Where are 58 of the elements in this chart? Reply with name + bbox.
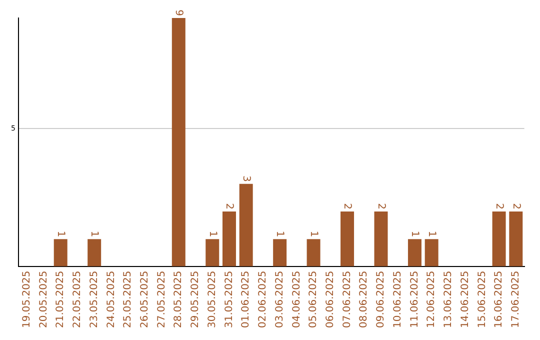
data-label: 2 <box>493 203 504 210</box>
x-tick-label: 19.05.2025 <box>21 270 32 328</box>
bar <box>509 211 523 266</box>
bar <box>306 239 320 266</box>
x-tick-label: 31.05.2025 <box>224 270 235 328</box>
data-label: 1 <box>88 230 100 238</box>
x-tick-label: 08.06.2025 <box>358 270 370 328</box>
x-tick-label: 29.05.2025 <box>190 270 202 328</box>
data-label: 2 <box>342 203 353 210</box>
bar <box>273 239 287 266</box>
bar <box>408 239 422 266</box>
x-tick-label: 22.05.2025 <box>72 270 84 328</box>
bar <box>88 239 102 266</box>
x-tick-label: 09.06.2025 <box>376 270 387 328</box>
data-label: 1 <box>409 230 420 238</box>
bar <box>340 211 354 266</box>
data-label: 9 <box>173 10 184 16</box>
data-label: 1 <box>426 230 437 238</box>
x-tick-label: 27.05.2025 <box>156 270 168 328</box>
bar <box>374 211 388 266</box>
data-label: 1 <box>206 230 218 238</box>
data-label: 1 <box>308 230 319 238</box>
bar <box>172 18 186 266</box>
x-tick-label: 14.06.2025 <box>460 270 471 328</box>
bar <box>222 211 236 266</box>
bar <box>492 211 506 266</box>
bar <box>206 239 220 266</box>
x-tick-label: 24.05.2025 <box>106 270 117 328</box>
x-tick-label: 05.06.2025 <box>308 270 320 328</box>
data-label: 3 <box>240 175 252 182</box>
x-tick-label: 06.06.2025 <box>325 270 336 328</box>
x-tick-label: 07.06.2025 <box>342 270 353 328</box>
bar <box>424 239 438 266</box>
x-tick-label: 25.05.2025 <box>122 270 134 328</box>
data-label: 1 <box>55 230 66 238</box>
x-tick-label: 23.05.2025 <box>88 270 100 328</box>
data-label: 2 <box>375 203 386 210</box>
x-tick-label: 20.05.2025 <box>38 270 50 328</box>
data-label: 2 <box>224 203 235 210</box>
x-tick-label: 03.06.2025 <box>274 270 286 328</box>
x-tick-label: 12.06.2025 <box>426 270 438 328</box>
x-tick-label: 16.06.2025 <box>494 270 505 328</box>
data-label: 1 <box>274 230 286 238</box>
x-tick-label: 21.05.2025 <box>55 270 66 328</box>
x-tick-label: 01.06.2025 <box>240 270 252 328</box>
x-tick-label: 30.05.2025 <box>206 270 218 328</box>
x-tick-label: 11.06.2025 <box>409 270 420 328</box>
x-tick-label: 26.05.2025 <box>140 270 151 328</box>
data-label: 2 <box>510 203 522 210</box>
x-tick-label: 04.06.2025 <box>291 270 302 328</box>
x-tick-label: 15.06.2025 <box>476 270 488 328</box>
x-tick-label: 10.06.2025 <box>392 270 404 328</box>
x-tick-label: 17.06.2025 <box>510 270 522 328</box>
x-tick-label: 02.06.2025 <box>258 270 269 328</box>
bar <box>54 239 68 266</box>
bar <box>239 184 253 266</box>
x-tick-label: 13.06.2025 <box>443 270 454 328</box>
x-tick-label: 28.05.2025 <box>173 270 184 328</box>
